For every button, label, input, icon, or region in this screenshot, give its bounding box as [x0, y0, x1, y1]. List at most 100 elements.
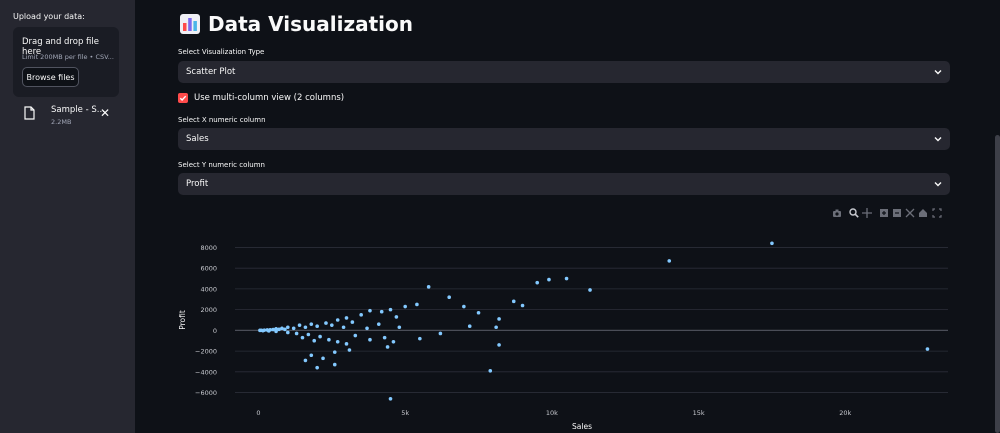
zoom-icon[interactable]: [849, 208, 859, 218]
scatter-point[interactable]: [315, 365, 319, 370]
scatter-point[interactable]: [394, 315, 399, 319]
scatter-point[interactable]: [347, 348, 352, 352]
scatter-point[interactable]: [564, 276, 569, 281]
scatter-point[interactable]: [274, 329, 278, 334]
remove-file-close-icon[interactable]: ✕: [100, 106, 111, 120]
scatter-point[interactable]: [488, 368, 493, 373]
scatter-point[interactable]: [341, 325, 346, 330]
scatter-point[interactable]: [497, 317, 501, 321]
scatter-point[interactable]: [303, 325, 308, 330]
home-icon[interactable]: [918, 208, 928, 218]
scatter-point[interactable]: [385, 345, 390, 349]
main-area: Data Visualization Select Visualization …: [135, 0, 1000, 433]
scatter-point[interactable]: [330, 323, 334, 327]
y-column-select[interactable]: Profit: [178, 173, 950, 195]
scatter-point[interactable]: [415, 302, 419, 307]
scatter-point[interactable]: [300, 335, 305, 340]
scatter-point[interactable]: [303, 358, 308, 363]
zoom-in-icon[interactable]: [879, 208, 889, 218]
scatter-point[interactable]: [588, 288, 592, 292]
scatter-point[interactable]: [511, 299, 516, 304]
scatter-point[interactable]: [321, 356, 325, 361]
scatter-point[interactable]: [365, 326, 369, 331]
scatter-point[interactable]: [332, 350, 337, 354]
multicolumn-checkbox-row[interactable]: Use multi-column view (2 columns): [178, 93, 344, 103]
scatter-point[interactable]: [350, 320, 355, 324]
scatter-point[interactable]: [379, 309, 384, 314]
scatter-point[interactable]: [359, 313, 363, 317]
scatter-point[interactable]: [335, 318, 340, 322]
page-header: Data Visualization: [180, 12, 413, 36]
scatter-point[interactable]: [497, 343, 501, 347]
chart-gridlines: [235, 247, 948, 393]
scatter-point[interactable]: [476, 310, 481, 315]
scatter-point[interactable]: [403, 304, 407, 309]
viz-type-select[interactable]: Scatter Plot: [178, 61, 950, 83]
scatter-point[interactable]: [324, 321, 328, 325]
scatter-point[interactable]: [462, 304, 466, 309]
x-column-label: Select X numeric column: [178, 116, 266, 124]
file-dropzone[interactable]: Drag and drop file here Limit 200MB per …: [13, 27, 119, 97]
scatter-point[interactable]: [447, 295, 451, 299]
scatter-point[interactable]: [535, 280, 540, 285]
scatter-point[interactable]: [667, 259, 672, 263]
scatter-point[interactable]: [274, 327, 278, 331]
scatter-point[interactable]: [286, 330, 290, 335]
scatter-point[interactable]: [344, 316, 349, 320]
scatter-point[interactable]: [266, 329, 271, 333]
scatter-point[interactable]: [332, 362, 337, 367]
scatter-point[interactable]: [294, 331, 299, 336]
scatter-point[interactable]: [277, 327, 281, 332]
uploaded-file: Sample - S... 2.2MB ✕: [24, 103, 124, 127]
zoom-out-icon[interactable]: [892, 208, 902, 218]
scatter-point[interactable]: [418, 336, 422, 341]
scatter-point[interactable]: [335, 339, 340, 344]
pan-icon[interactable]: [862, 208, 872, 218]
y-tick-label: −2000: [195, 348, 217, 356]
scatter-point[interactable]: [261, 328, 265, 333]
fullscreen-icon[interactable]: [932, 208, 942, 218]
scatter-point[interactable]: [318, 334, 322, 339]
scatter-point[interactable]: [368, 337, 372, 342]
scatter-point[interactable]: [494, 325, 498, 330]
scatter-point[interactable]: [388, 396, 393, 401]
scatter-point[interactable]: [438, 331, 443, 336]
scatter-point[interactable]: [291, 326, 296, 331]
scatter-point[interactable]: [547, 277, 551, 282]
x-column-select[interactable]: Sales: [178, 128, 950, 150]
upload-label: Upload your data:: [13, 12, 85, 21]
scatter-point[interactable]: [306, 332, 311, 337]
page-scrollbar[interactable]: [995, 135, 1000, 433]
y-tick-label: 6000: [200, 265, 217, 273]
scatter-point[interactable]: [397, 325, 402, 330]
scatter-point[interactable]: [353, 333, 358, 338]
scatter-point[interactable]: [770, 241, 774, 246]
scatter-point[interactable]: [467, 324, 472, 329]
scatter-point[interactable]: [280, 326, 284, 331]
scatter-point[interactable]: [368, 308, 372, 313]
browse-files-button[interactable]: Browse files: [22, 67, 79, 87]
scatter-point[interactable]: [258, 328, 262, 333]
scatter-point[interactable]: [520, 303, 525, 308]
scatter-point[interactable]: [283, 327, 287, 332]
y-axis-label: Profit: [178, 310, 187, 330]
scatter-point[interactable]: [344, 342, 349, 346]
multicolumn-checkbox[interactable]: [178, 93, 188, 103]
scatter-point[interactable]: [426, 285, 431, 289]
scatter-point[interactable]: [271, 327, 275, 332]
camera-icon[interactable]: [832, 208, 842, 218]
autoscale-icon[interactable]: [905, 208, 915, 218]
y-tick-label: 8000: [200, 244, 217, 252]
scatter-point[interactable]: [297, 323, 302, 327]
scatter-point[interactable]: [327, 337, 331, 342]
scatter-point[interactable]: [388, 307, 393, 312]
scatter-point[interactable]: [309, 322, 314, 326]
scatter-point[interactable]: [309, 353, 314, 358]
scatter-point[interactable]: [376, 322, 381, 326]
scatter-point[interactable]: [315, 324, 319, 329]
scatter-point[interactable]: [925, 347, 930, 351]
scatter-point[interactable]: [286, 325, 290, 330]
scatter-point[interactable]: [382, 335, 387, 340]
scatter-point[interactable]: [391, 339, 396, 344]
scatter-point[interactable]: [312, 338, 317, 343]
